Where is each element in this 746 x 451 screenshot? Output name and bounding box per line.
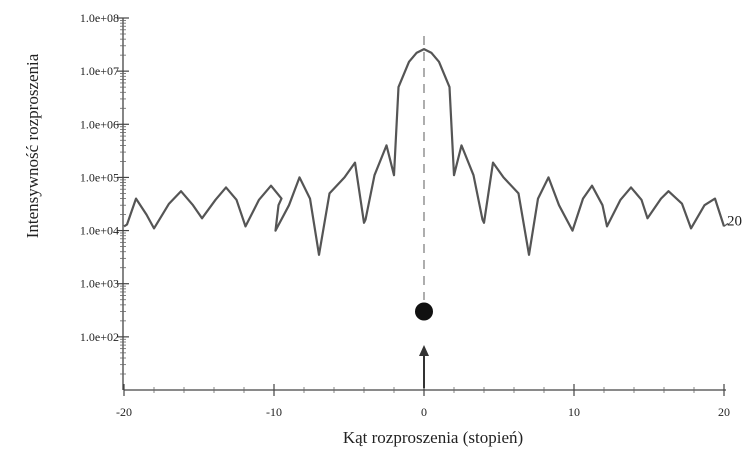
y-axis: 1.0e+02 1.0e+03 1.0e+04 1.0e+05 1.0e+06 1.0e+…: [80, 11, 129, 390]
x-axis-title: Kąt rozproszenia (stopień): [343, 428, 523, 447]
incident-arrow-head: [419, 345, 429, 356]
x-axis: -20 -10 0 10 20: [116, 384, 730, 419]
series-label-leader: [723, 222, 729, 227]
x-tick-label: 20: [718, 405, 730, 419]
series-label: 20: [727, 213, 742, 229]
y-tick-label: 1.0e+06: [80, 117, 119, 131]
y-tick-label: 1.0e+05: [80, 170, 119, 184]
y-tick-label: 1.0e+04: [80, 224, 119, 238]
x-tick-label: -10: [266, 405, 282, 419]
x-tick-label: 10: [568, 405, 580, 419]
x-tick-label: -20: [116, 405, 132, 419]
y-tick-label: 1.0e+02: [80, 330, 119, 344]
y-axis-title: Intensywność rozproszenia: [23, 53, 42, 238]
scatter-center-dot: [415, 302, 433, 321]
annotations: [415, 36, 433, 388]
series-line-0: [123, 48, 726, 256]
y-tick-label: 1.0e+08: [80, 11, 119, 25]
y-tick-label: 1.0e+03: [80, 277, 119, 291]
y-tick-label: 1.0e+07: [80, 64, 119, 78]
x-tick-label: 0: [421, 405, 427, 419]
series: 20: [123, 48, 742, 256]
